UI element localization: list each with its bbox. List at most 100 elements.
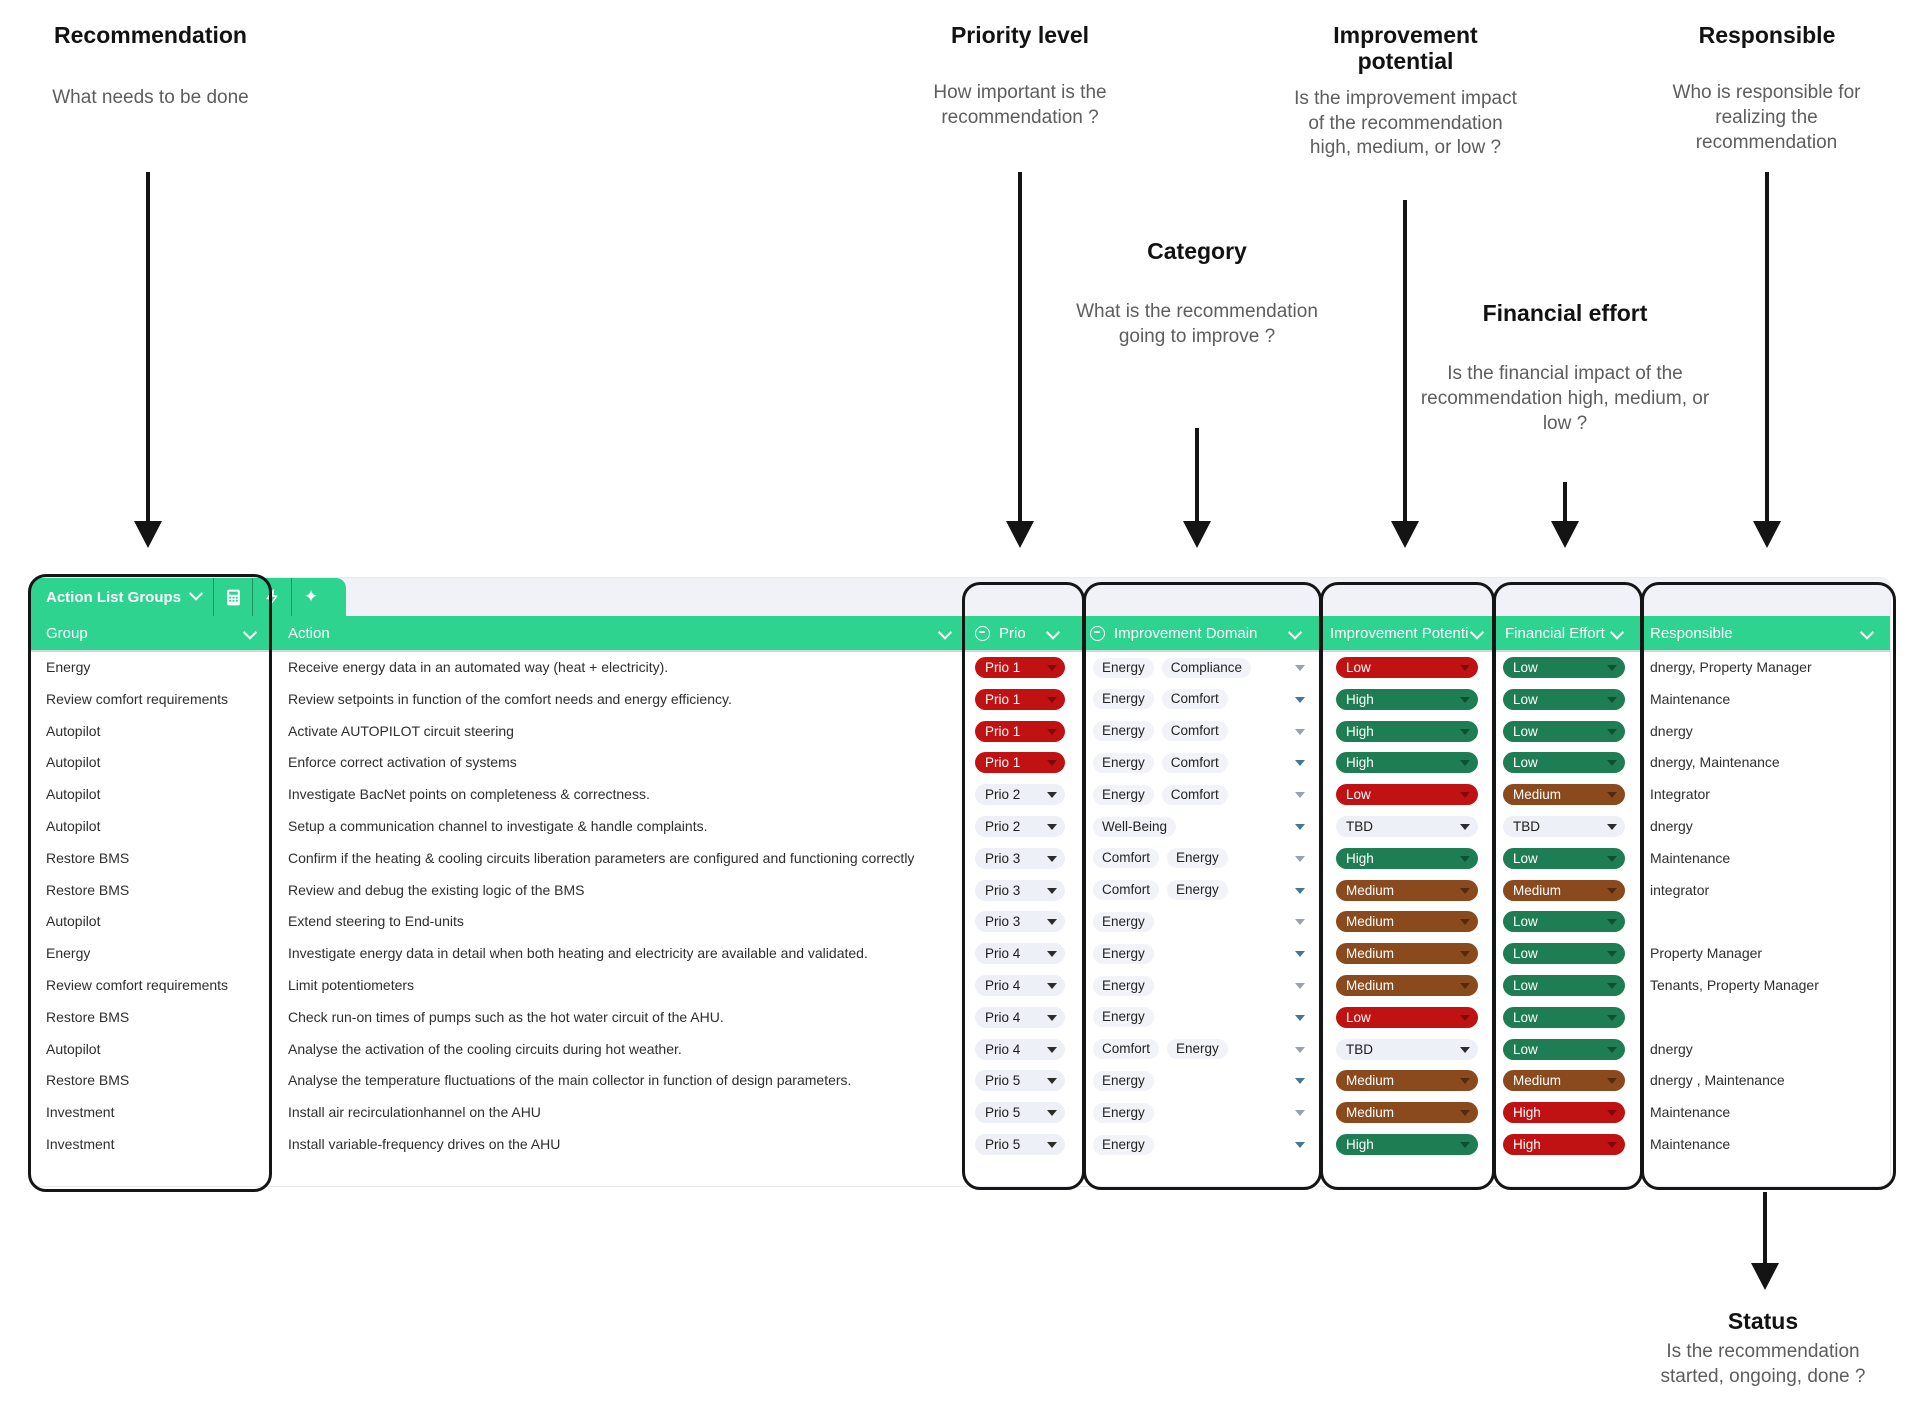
improvement-domain-cell[interactable]: Energy bbox=[1093, 1070, 1154, 1091]
improvement-domain-cell[interactable]: Energy bbox=[1093, 1007, 1154, 1028]
chevron-down-icon[interactable] bbox=[937, 625, 953, 640]
column-header-action[interactable]: Action bbox=[288, 624, 330, 642]
lightning-icon[interactable] bbox=[253, 578, 291, 616]
prio-select[interactable]: Prio 3 bbox=[975, 847, 1065, 869]
financial-effort-select[interactable]: Low bbox=[1503, 720, 1625, 742]
prio-select[interactable]: Prio 4 bbox=[975, 1038, 1065, 1060]
group-cell[interactable]: Autopilot bbox=[46, 1040, 101, 1057]
improvement-domain-cell[interactable]: Energy Comfort bbox=[1093, 752, 1228, 773]
improvement-potential-select[interactable]: Low bbox=[1336, 784, 1478, 806]
chevron-down-icon[interactable] bbox=[1045, 625, 1061, 640]
chevron-down-icon[interactable] bbox=[242, 625, 258, 640]
improvement-potential-select[interactable]: High bbox=[1336, 752, 1478, 774]
prio-select[interactable]: Prio 1 bbox=[975, 688, 1065, 710]
financial-effort-select[interactable]: Low bbox=[1503, 688, 1625, 710]
improvement-domain-cell[interactable]: Comfort Energy bbox=[1093, 880, 1228, 901]
improvement-domain-cell[interactable]: Comfort Energy bbox=[1093, 1039, 1228, 1060]
financial-effort-select[interactable]: TBD bbox=[1503, 816, 1625, 837]
chevron-down-icon[interactable] bbox=[188, 586, 204, 601]
financial-effort-select[interactable]: High bbox=[1503, 1134, 1625, 1155]
dropdown-caret-icon[interactable] bbox=[1295, 728, 1305, 735]
financial-effort-select[interactable]: High bbox=[1503, 1102, 1625, 1124]
action-cell[interactable]: Investigate energy data in detail when b… bbox=[288, 945, 868, 962]
improvement-potential-select[interactable]: High bbox=[1336, 720, 1478, 742]
financial-effort-select[interactable]: Low bbox=[1503, 975, 1625, 996]
group-cell[interactable]: Autopilot bbox=[46, 913, 101, 930]
improvement-domain-cell[interactable]: Energy Comfort bbox=[1093, 784, 1228, 805]
improvement-potential-select[interactable]: Medium bbox=[1336, 1070, 1478, 1092]
group-cell[interactable]: Restore BMS bbox=[46, 1008, 130, 1025]
prio-select[interactable]: Prio 5 bbox=[975, 1070, 1065, 1092]
chevron-down-icon[interactable] bbox=[1609, 625, 1625, 640]
prio-select[interactable]: Prio 4 bbox=[975, 1006, 1065, 1028]
improvement-domain-cell[interactable]: Energy bbox=[1093, 911, 1154, 932]
financial-effort-select[interactable]: Low bbox=[1503, 911, 1625, 933]
improvement-domain-cell[interactable]: Energy bbox=[1093, 943, 1154, 964]
improvement-domain-cell[interactable]: Energy Compliance bbox=[1093, 657, 1252, 678]
improvement-potential-select[interactable]: Medium bbox=[1336, 1102, 1478, 1124]
prio-select[interactable]: Prio 1 bbox=[975, 720, 1065, 742]
financial-effort-select[interactable]: Low bbox=[1503, 752, 1625, 774]
improvement-domain-cell[interactable]: Energy bbox=[1093, 975, 1154, 996]
prio-select[interactable]: Prio 2 bbox=[975, 784, 1065, 806]
responsible-cell[interactable]: dnergy, Maintenance bbox=[1650, 754, 1780, 771]
action-cell[interactable]: Review and debug the existing logic of t… bbox=[288, 881, 585, 898]
responsible-cell[interactable]: Tenants, Property Manager bbox=[1650, 977, 1819, 993]
improvement-domain-cell[interactable]: Well-Being bbox=[1093, 816, 1177, 837]
group-cell[interactable]: Energy bbox=[46, 659, 91, 675]
prio-select[interactable]: Prio 1 bbox=[975, 657, 1065, 678]
chevron-down-icon[interactable] bbox=[1859, 625, 1875, 640]
financial-effort-select[interactable]: Low bbox=[1503, 1038, 1625, 1060]
group-cell[interactable]: Review comfort requirements bbox=[46, 977, 229, 993]
column-header-prio[interactable]: Prio bbox=[975, 616, 1026, 650]
dropdown-caret-icon[interactable] bbox=[1295, 919, 1305, 926]
action-cell[interactable]: Install variable-frequency drives on the… bbox=[288, 1136, 561, 1152]
responsible-cell[interactable]: integrator bbox=[1650, 881, 1710, 898]
column-header-financial-effort[interactable]: Financial Effort bbox=[1505, 624, 1605, 642]
dropdown-caret-icon[interactable] bbox=[1295, 1110, 1305, 1117]
column-header-responsible[interactable]: Responsible bbox=[1650, 624, 1733, 642]
improvement-potential-select[interactable]: High bbox=[1336, 1134, 1478, 1155]
prio-select[interactable]: Prio 4 bbox=[975, 943, 1065, 965]
group-cell[interactable]: Review comfort requirements bbox=[46, 690, 229, 707]
improvement-domain-cell[interactable]: Energy Comfort bbox=[1093, 721, 1228, 742]
dropdown-caret-icon[interactable] bbox=[1295, 824, 1305, 830]
dropdown-caret-icon[interactable] bbox=[1295, 1078, 1305, 1085]
dropdown-caret-icon[interactable] bbox=[1295, 855, 1305, 862]
prio-select[interactable]: Prio 3 bbox=[975, 879, 1065, 901]
responsible-cell[interactable]: dnergy, Property Manager bbox=[1650, 659, 1812, 675]
chevron-down-icon[interactable] bbox=[1287, 625, 1303, 640]
improvement-domain-cell[interactable]: Comfort Energy bbox=[1093, 848, 1228, 869]
dropdown-caret-icon[interactable] bbox=[1295, 1142, 1305, 1148]
action-cell[interactable]: Confirm if the heating & cooling circuit… bbox=[288, 849, 915, 866]
sparkle-icon[interactable]: ✦ bbox=[303, 587, 319, 607]
group-cell[interactable]: Investment bbox=[46, 1104, 115, 1121]
action-cell[interactable]: Setup a communication channel to investi… bbox=[288, 818, 708, 834]
group-cell[interactable]: Autopilot bbox=[46, 818, 101, 834]
prio-select[interactable]: Prio 5 bbox=[975, 1102, 1065, 1124]
column-header-group[interactable]: Group bbox=[46, 624, 88, 642]
responsible-cell[interactable]: Integrator bbox=[1650, 786, 1710, 803]
group-cell[interactable]: Autopilot bbox=[46, 786, 101, 803]
action-cell[interactable]: Check run-on times of pumps such as the … bbox=[288, 1008, 724, 1025]
dropdown-caret-icon[interactable] bbox=[1295, 1046, 1305, 1053]
improvement-domain-cell[interactable]: Energy Comfort bbox=[1093, 689, 1228, 710]
prio-select[interactable]: Prio 3 bbox=[975, 911, 1065, 933]
action-cell[interactable]: Extend steering to End-units bbox=[288, 913, 464, 930]
dropdown-caret-icon[interactable] bbox=[1295, 887, 1305, 894]
prio-select[interactable]: Prio 2 bbox=[975, 816, 1065, 837]
column-header-improvement-domain[interactable]: Improvement Domain bbox=[1090, 616, 1257, 650]
financial-effort-select[interactable]: Low bbox=[1503, 1006, 1625, 1028]
action-cell[interactable]: Activate AUTOPILOT circuit steering bbox=[288, 722, 514, 739]
financial-effort-select[interactable]: Medium bbox=[1503, 879, 1625, 901]
financial-effort-select[interactable]: Medium bbox=[1503, 1070, 1625, 1092]
prio-select[interactable]: Prio 5 bbox=[975, 1134, 1065, 1155]
improvement-potential-select[interactable]: Medium bbox=[1336, 943, 1478, 965]
financial-effort-select[interactable]: Low bbox=[1503, 943, 1625, 965]
improvement-domain-cell[interactable]: Energy bbox=[1093, 1102, 1154, 1123]
financial-effort-select[interactable]: Low bbox=[1503, 657, 1625, 678]
dropdown-caret-icon[interactable] bbox=[1295, 792, 1305, 799]
group-cell[interactable]: Investment bbox=[46, 1136, 115, 1152]
group-cell[interactable]: Autopilot bbox=[46, 754, 101, 771]
financial-effort-select[interactable]: Medium bbox=[1503, 784, 1625, 806]
